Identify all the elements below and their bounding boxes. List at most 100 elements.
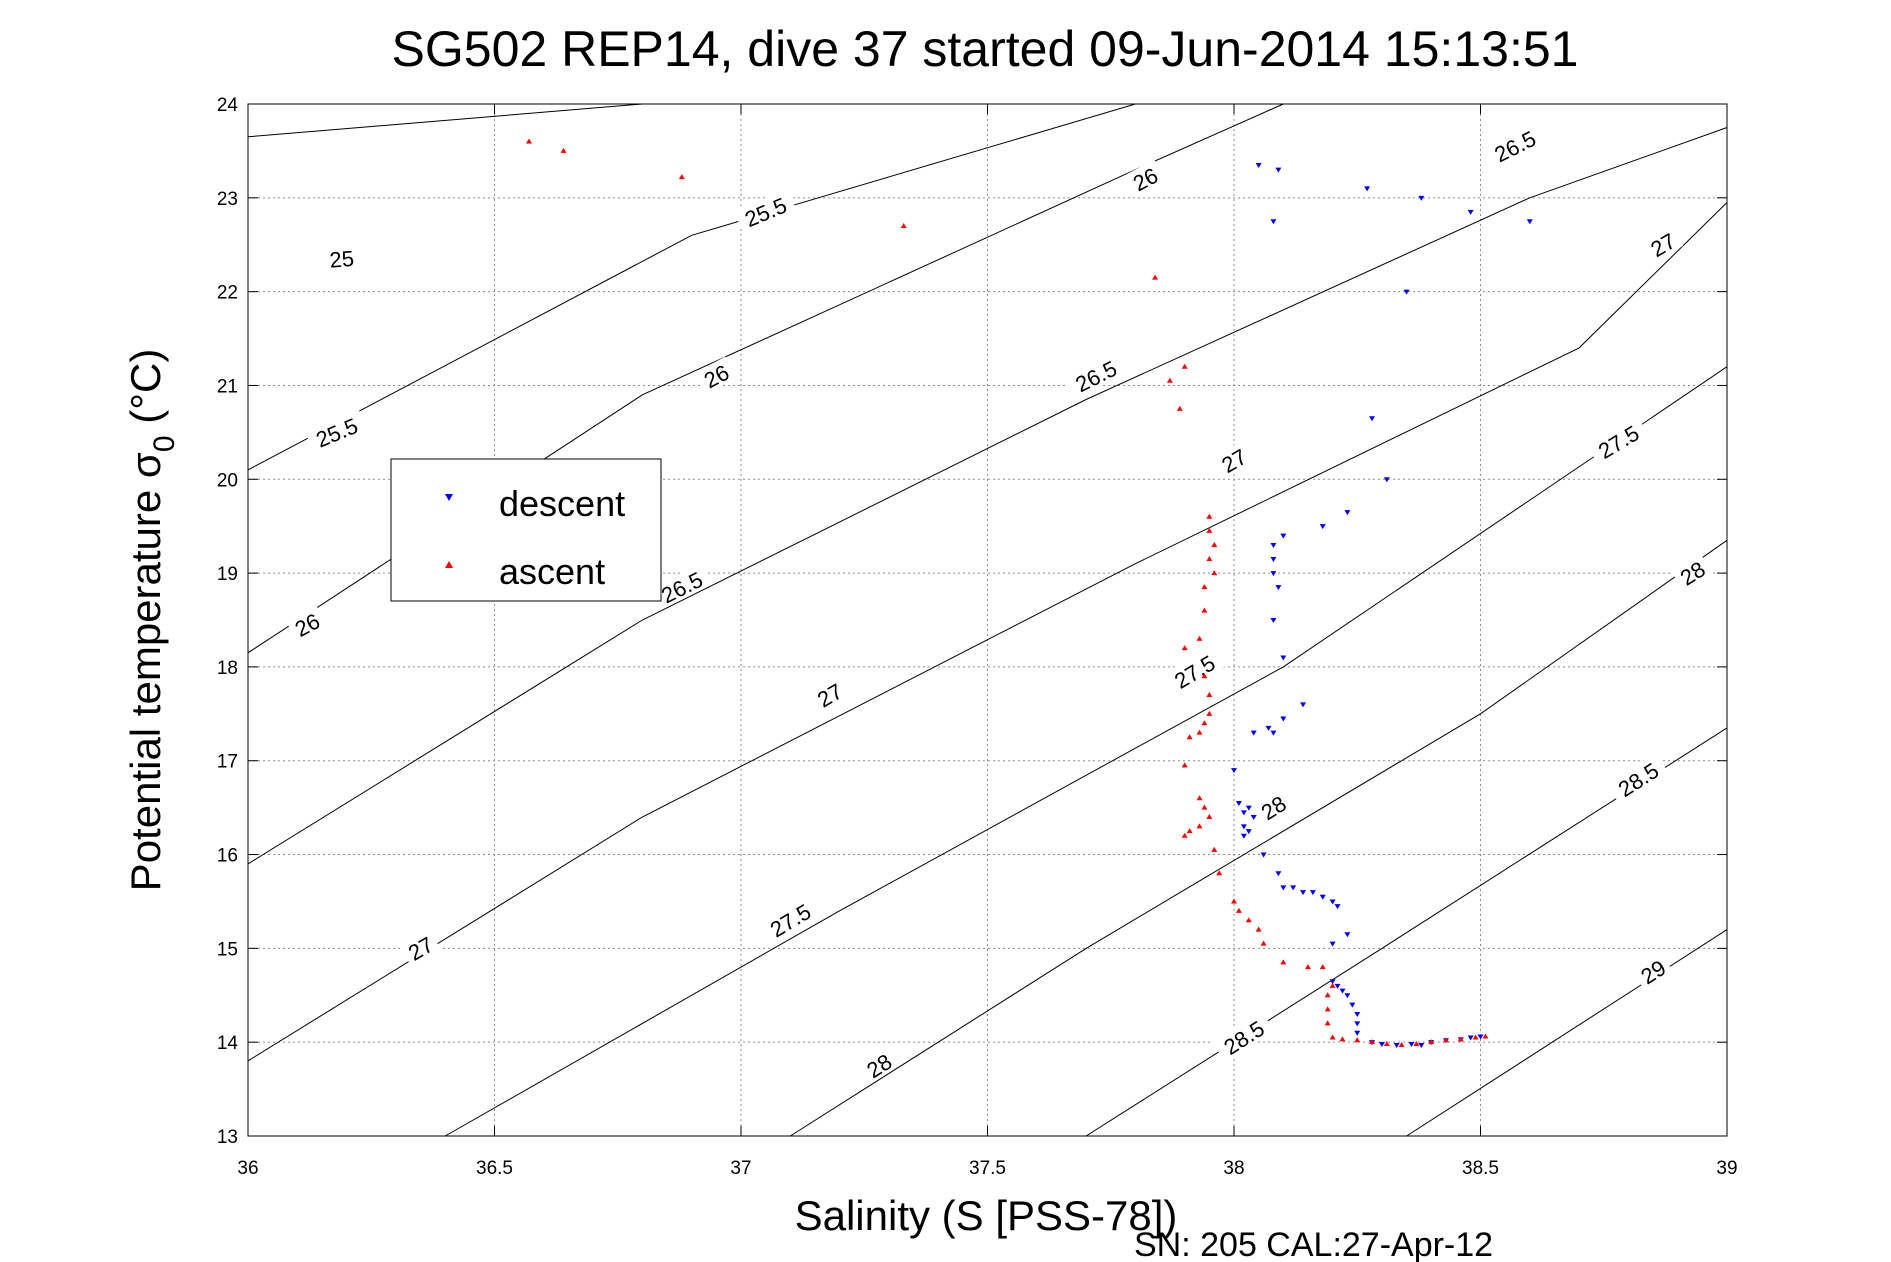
ascent-point <box>1201 584 1208 590</box>
descent-point <box>1240 824 1247 830</box>
descent-point <box>1280 533 1287 539</box>
ascent-point <box>1176 405 1183 411</box>
isopycnal-line <box>247 103 1136 471</box>
ascent-point <box>1196 729 1203 735</box>
isopycnal-line <box>1085 727 1728 1137</box>
descent-point <box>1300 702 1307 708</box>
ascent-point <box>1206 527 1213 533</box>
legend-label-ascent: ascent <box>499 551 605 592</box>
descent-point <box>1354 1012 1361 1018</box>
isopycnal-label: 25.5 <box>733 188 797 234</box>
y-tick-label: 20 <box>217 470 238 491</box>
descent-point <box>1364 186 1371 192</box>
descent-point <box>1270 557 1277 563</box>
x-tick-label: 38.5 <box>1462 1158 1499 1179</box>
axis-ticks: 36 36.5 37 37.5 38 38.5 39 13 14 15 16 17 18 19 20 21 22… <box>217 95 1738 1179</box>
isopycnal-line <box>1406 929 1728 1137</box>
ascent-point <box>1383 1041 1390 1047</box>
ascent-point <box>1201 607 1208 613</box>
ascent-point <box>1206 814 1213 820</box>
isopycnal-label-bg <box>1641 224 1684 263</box>
descent-point <box>1250 815 1257 821</box>
ascent-point <box>1324 992 1331 998</box>
isopycnal-label-bg <box>304 409 368 454</box>
isopycnal-label-bg <box>1631 951 1674 991</box>
isopycnal-line <box>247 202 1728 1062</box>
ascent-point <box>1181 363 1188 369</box>
ascent-point <box>526 138 533 144</box>
ascent-point <box>1428 1039 1435 1045</box>
descent-point <box>1329 899 1336 905</box>
descent-point <box>1270 618 1277 623</box>
ascent-point <box>1413 1041 1420 1047</box>
descent-point <box>1280 885 1287 891</box>
descent-point <box>1255 162 1262 168</box>
isopycnal-line <box>247 103 643 138</box>
ascent-point <box>560 147 567 153</box>
descent-point <box>1275 585 1282 591</box>
ascent-point <box>1196 795 1203 801</box>
descent-point <box>1344 932 1351 938</box>
y-tick-label: 23 <box>217 189 238 210</box>
descent-point <box>1240 810 1247 816</box>
ascent-point <box>1398 1041 1405 1047</box>
ascent-point <box>1181 762 1188 768</box>
descent-point <box>1418 1042 1425 1048</box>
descent-point <box>1260 852 1267 858</box>
descent-point <box>1354 1021 1361 1027</box>
ascent-point <box>1329 982 1336 988</box>
ascent-point <box>1186 828 1193 834</box>
descent-point <box>1270 571 1277 577</box>
descent-point <box>1275 167 1282 173</box>
isopycnal-label: 25 <box>323 244 360 273</box>
x-axis-label: Salinity (S [PSS-78]) <box>795 1192 1178 1239</box>
descent-point <box>1270 730 1277 736</box>
descent-point <box>1354 1030 1361 1036</box>
ascent-point <box>1255 926 1262 932</box>
ascent-point <box>1196 635 1203 641</box>
descent-point <box>1309 890 1316 896</box>
ascent-point <box>1211 570 1218 576</box>
ascent-point <box>1206 710 1213 716</box>
y-tick-label: 18 <box>217 658 238 679</box>
y-tick-label: 24 <box>217 95 239 116</box>
ascent-point <box>1186 734 1193 740</box>
y-tick-label: 14 <box>217 1033 239 1054</box>
ascent-point <box>1235 907 1242 913</box>
y-tick-label: 22 <box>217 283 238 304</box>
ascent-point <box>1329 1034 1336 1040</box>
isopycnal-label-bg <box>1212 440 1255 479</box>
ascent-point <box>1304 964 1311 970</box>
y-tick-label: 13 <box>217 1127 238 1148</box>
legend-label-descent: descent <box>499 483 625 524</box>
isopycnal-label-bg <box>399 928 441 967</box>
ascent-point <box>1181 832 1188 838</box>
descent-point <box>1526 219 1533 225</box>
descent-point <box>1344 993 1351 999</box>
isopycnal-label-bg <box>650 562 713 610</box>
descent-point <box>1383 477 1390 483</box>
ascent-point <box>1482 1033 1489 1039</box>
y-axis-label-gap <box>122 424 169 436</box>
legend: descent ascent <box>390 458 662 602</box>
ascent-point <box>1324 1006 1331 1012</box>
descent-point <box>1334 904 1341 910</box>
legend-marker-ascent <box>445 561 453 568</box>
isopycnal-label-bg <box>1252 787 1294 827</box>
x-tick-label: 36.5 <box>476 1158 513 1179</box>
isopycnal-label-bg <box>1124 159 1166 197</box>
descent-point <box>1403 289 1410 295</box>
x-tick-label: 39 <box>1716 1158 1737 1179</box>
ascent-point <box>1166 377 1173 383</box>
ascent-point <box>1339 1036 1346 1042</box>
ascent-point <box>1206 556 1213 562</box>
descent-point <box>1240 833 1247 839</box>
x-tick-label: 38 <box>1223 1158 1244 1179</box>
descent-point <box>1280 716 1287 722</box>
descent-point <box>1467 209 1474 215</box>
ascent-point <box>1206 692 1213 698</box>
descent-point <box>1408 1042 1415 1048</box>
descent-point <box>1231 768 1237 774</box>
descent-point <box>1300 890 1307 896</box>
descent-point <box>1265 725 1272 731</box>
